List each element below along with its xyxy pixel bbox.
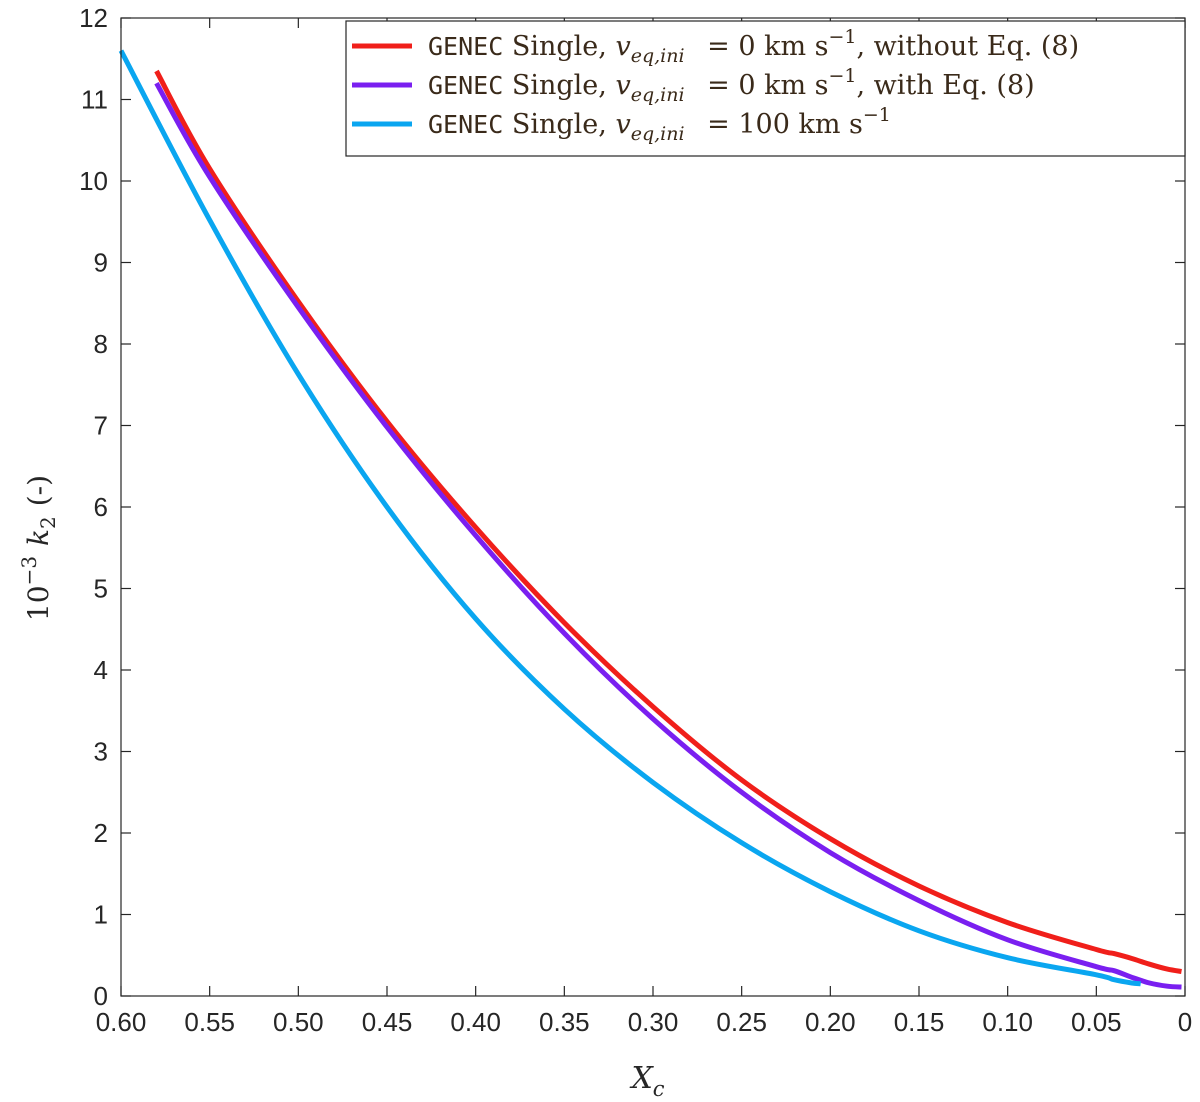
legend-items: GENEC Single, veq,ini = 0 km s−1, withou… [352,26,1079,145]
x-tick-label: 0.15 [894,1007,945,1037]
y-axis-title-var: k [22,529,55,546]
plot-frame [120,17,1186,997]
legend-label: GENEC Single, veq,ini = 0 km s−1, with E… [428,65,1035,106]
legend-item-3: GENEC Single, veq,ini = 100 km s−1 [352,104,891,145]
x-tick-label: 0.40 [450,1007,501,1037]
x-axis-title: Xc [629,1061,664,1101]
y-tick-label: 6 [94,492,108,522]
legend-item-2: GENEC Single, veq,ini = 0 km s−1, with E… [352,65,1035,106]
y-axis-title-exp: −3 [17,556,41,585]
x-tick-label: 0.20 [805,1007,856,1037]
x-tick-label: 0.35 [539,1007,590,1037]
y-axis-title-sub: 2 [36,516,60,529]
series-line-1 [154,69,1182,974]
x-tick-label: 0.50 [273,1007,324,1037]
x-tick-label: 0.25 [716,1007,767,1037]
y-axis-title-suffix: (-) [22,475,55,506]
x-tick-label: 0.05 [1071,1007,1122,1037]
y-tick-label: 10 [79,166,108,196]
x-tick-label: 0.10 [982,1007,1033,1037]
y-axis-title-prefix: 10 [22,585,55,621]
y-tick-label: 12 [79,3,108,33]
legend-label: GENEC Single, veq,ini = 100 km s−1 [428,104,891,145]
x-tick-label: 0.60 [96,1007,147,1037]
x-tick-label: 0 [1178,1007,1192,1037]
legend-item-1: GENEC Single, veq,ini = 0 km s−1, withou… [352,26,1079,67]
legend-label: GENEC Single, veq,ini = 0 km s−1, withou… [428,26,1079,67]
y-tick-label: 1 [94,900,108,930]
series-layer [118,49,1182,990]
series-line-2 [154,81,1182,990]
x-axis-title-sub: c [653,1077,665,1101]
y-axis-title: 10−3 k2 (-) [17,475,60,621]
y-tick-label: 7 [94,411,108,441]
y-tick-label: 0 [94,981,108,1011]
ticks-layer: 0.60 0.55 0.50 0.45 0.40 0.35 0.30 0.25 0.20 0.15… [79,3,1192,1037]
y-tick-label: 8 [94,329,108,359]
y-tick-label: 11 [81,85,108,115]
series-line-3 [118,49,1142,987]
y-tick-label: 5 [94,574,108,604]
y-tick-label: 4 [94,655,108,685]
x-tick-label: 0.30 [628,1007,679,1037]
x-tick-label: 0.55 [184,1007,235,1037]
x-axis-title-var: X [629,1061,654,1096]
y-tick-label: 9 [94,248,108,278]
x-tick-label: 0.45 [362,1007,413,1037]
y-tick-label: 3 [94,737,108,767]
legend: GENEC Single, veq,ini = 0 km s−1, withou… [345,20,1186,157]
legend-box [345,20,1186,157]
axes-layer [120,17,1186,997]
y-tick-label: 2 [94,818,108,848]
